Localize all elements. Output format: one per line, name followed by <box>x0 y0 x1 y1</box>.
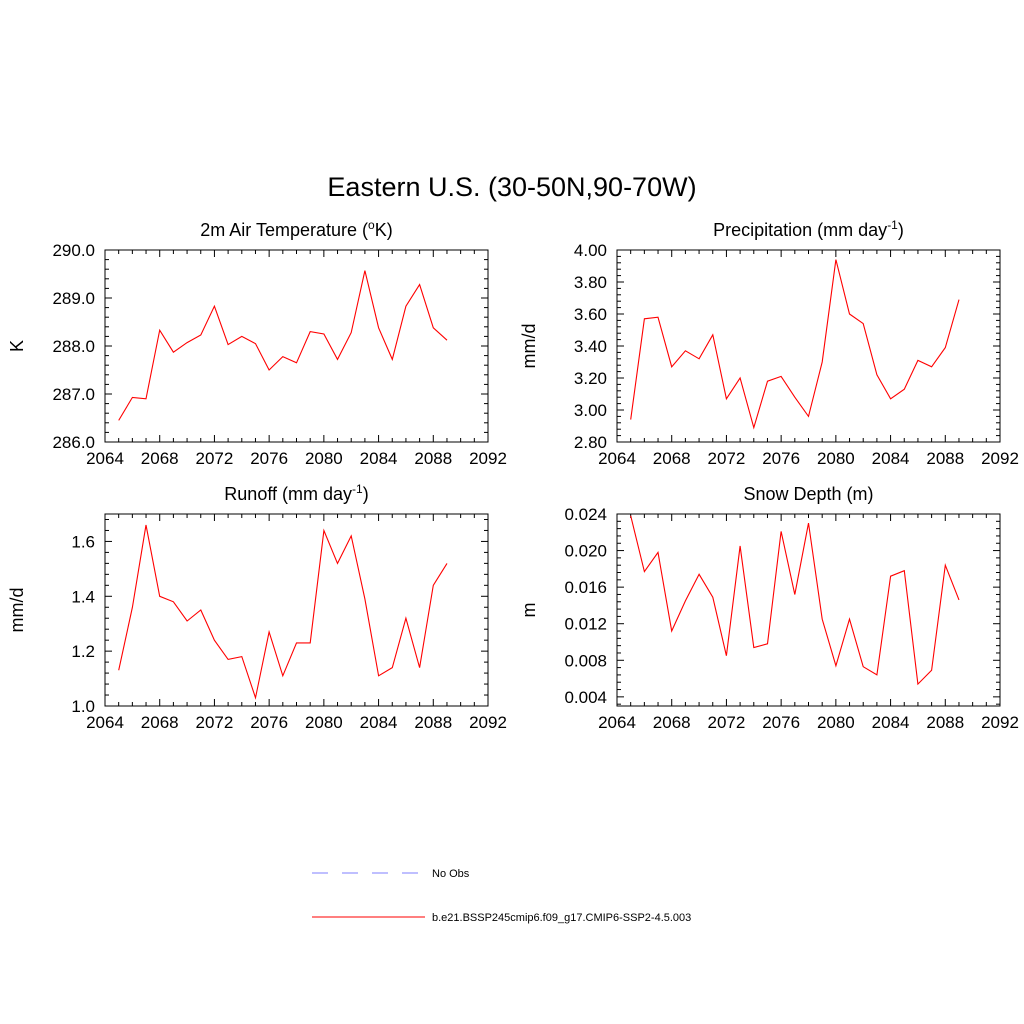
x-tick-label: 2080 <box>305 713 343 732</box>
series-line <box>630 515 960 686</box>
y-tick-label: 0.012 <box>564 615 607 634</box>
y-tick-label: 3.00 <box>574 401 607 420</box>
x-tick-label: 2076 <box>762 713 800 732</box>
plot-frame <box>616 513 1001 707</box>
x-tick-label: 2084 <box>872 713 910 732</box>
panel-title: Snow Depth (m) <box>743 484 873 504</box>
figure-title: Eastern U.S. (30-50N,90-70W) <box>327 172 696 202</box>
y-tick-label: 3.60 <box>574 305 607 324</box>
y-tick-label: 288.0 <box>52 337 95 356</box>
y-tick-label: 0.004 <box>564 688 607 707</box>
x-tick-label: 2088 <box>414 449 452 468</box>
y-tick-label: 289.0 <box>52 289 95 308</box>
x-tick-label: 2080 <box>305 449 343 468</box>
legend-label-2: b.e21.BSSP245cmip6.f09_g17.CMIP6-SSP2-4.… <box>432 912 691 924</box>
y-axis-label: mm/d <box>7 588 27 633</box>
y-tick-label: 287.0 <box>52 385 95 404</box>
x-tick-label: 2068 <box>653 449 691 468</box>
x-tick-label: 2072 <box>196 713 234 732</box>
x-tick-label: 2088 <box>926 713 964 732</box>
series-line <box>118 270 448 421</box>
x-tick-label: 2076 <box>762 449 800 468</box>
x-tick-label: 2092 <box>981 449 1019 468</box>
x-tick-label: 2072 <box>708 713 746 732</box>
x-tick-label: 2088 <box>414 713 452 732</box>
y-tick-label: 1.4 <box>71 587 95 606</box>
y-tick-label: 0.024 <box>564 505 607 524</box>
x-tick-label: 2064 <box>86 713 124 732</box>
plot-frame <box>104 513 489 707</box>
x-tick-label: 2092 <box>469 449 507 468</box>
legend: No Obs b.e21.BSSP245cmip6.f09_g17.CMIP6-S… <box>312 868 691 924</box>
x-tick-label: 2084 <box>360 713 398 732</box>
y-tick-label: 0.016 <box>564 578 607 597</box>
chart-panels: 2064 2068 2072 2076 2080 2084 2088 2092 286.0 287… <box>7 218 1019 732</box>
x-tick-label: 2068 <box>141 713 179 732</box>
y-tick-label: 3.20 <box>574 369 607 388</box>
panel-title: 2m Air Temperature (oK) <box>200 218 392 240</box>
y-tick-label: 286.0 <box>52 433 95 452</box>
panel-title: Runoff (mm day-1) <box>224 482 368 504</box>
x-tick-label: 2084 <box>872 449 910 468</box>
y-tick-label: 1.6 <box>71 532 95 551</box>
y-tick-label: 290.0 <box>52 241 95 260</box>
x-tick-label: 2088 <box>926 449 964 468</box>
x-tick-label: 2080 <box>817 713 855 732</box>
x-tick-label: 2072 <box>708 449 746 468</box>
plot-frame <box>104 249 489 443</box>
y-axis-label: m <box>519 603 539 618</box>
y-tick-label: 2.80 <box>574 433 607 452</box>
chart-panel-1: 2064 2068 2072 2076 2080 2084 2088 2092 286.0 287… <box>7 218 507 468</box>
y-tick-label: 0.008 <box>564 651 607 670</box>
x-tick-label: 2092 <box>469 713 507 732</box>
x-tick-label: 2076 <box>250 449 288 468</box>
x-tick-label: 2084 <box>360 449 398 468</box>
series-line <box>118 524 448 700</box>
x-tick-label: 2064 <box>86 449 124 468</box>
y-tick-label: 4.00 <box>574 241 607 260</box>
y-axis-label: K <box>7 340 27 352</box>
x-tick-label: 2076 <box>250 713 288 732</box>
series-line <box>630 259 960 430</box>
chart-panel-2: 2064 2068 2072 2076 2080 2084 2088 2092 2.80 3.00… <box>519 218 1019 468</box>
x-tick-label: 2068 <box>141 449 179 468</box>
x-tick-label: 2064 <box>598 449 636 468</box>
x-tick-label: 2080 <box>817 449 855 468</box>
y-tick-label: 3.80 <box>574 273 607 292</box>
legend-label-1: No Obs <box>432 868 470 880</box>
panel-title: Precipitation (mm day-1) <box>713 218 904 240</box>
y-tick-label: 0.020 <box>564 542 607 561</box>
y-tick-label: 3.40 <box>574 337 607 356</box>
y-tick-label: 1.0 <box>71 697 95 716</box>
x-tick-label: 2092 <box>981 713 1019 732</box>
y-axis-label: mm/d <box>519 324 539 369</box>
chart-panel-3: 2064 2068 2072 2076 2080 2084 2088 2092 1.0 1.2 1.… <box>7 482 507 732</box>
y-tick-label: 1.2 <box>71 642 95 661</box>
plot-frame <box>616 249 1001 443</box>
x-tick-label: 2072 <box>196 449 234 468</box>
x-tick-label: 2064 <box>598 713 636 732</box>
x-tick-label: 2068 <box>653 713 691 732</box>
chart-panel-4: 2064 2068 2072 2076 2080 2084 2088 2092 0.004 0.0… <box>519 484 1019 732</box>
